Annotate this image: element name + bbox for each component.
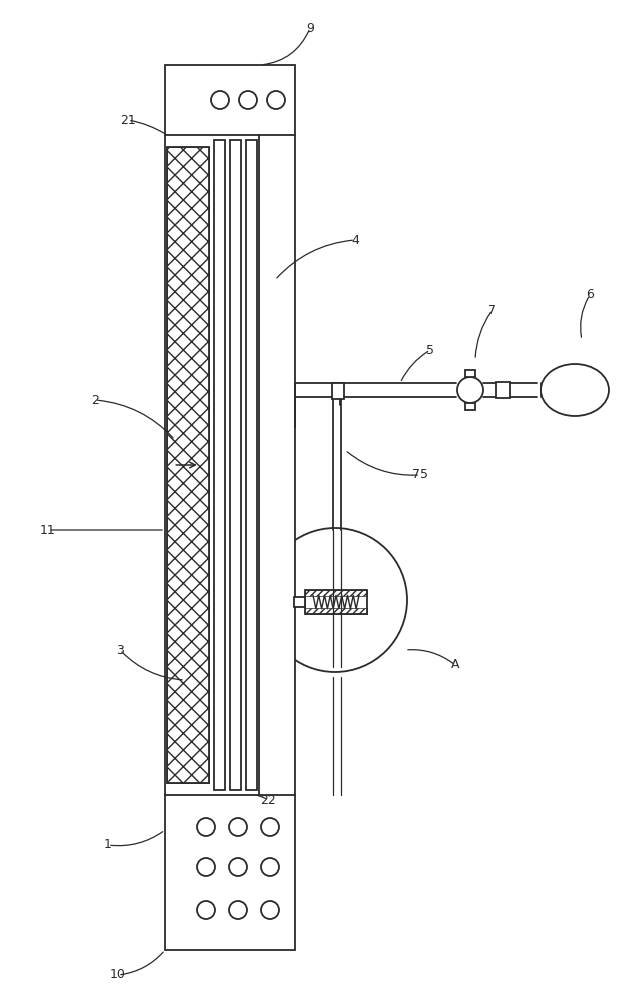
Text: A: A	[451, 658, 459, 672]
Circle shape	[261, 818, 279, 836]
Circle shape	[261, 858, 279, 876]
Bar	[332, 383, 344, 399]
Text: 3: 3	[116, 644, 124, 656]
Text: 6: 6	[586, 288, 594, 302]
Bar	[305, 608, 367, 614]
Text: 11: 11	[40, 524, 56, 536]
Circle shape	[263, 528, 407, 672]
Bar	[167, 147, 209, 783]
Bar	[165, 65, 295, 950]
Bar	[465, 403, 475, 410]
Circle shape	[211, 91, 229, 109]
Text: 5: 5	[426, 344, 434, 357]
Text: 22: 22	[260, 794, 276, 806]
Circle shape	[229, 901, 247, 919]
Bar	[465, 370, 475, 377]
Bar	[246, 140, 257, 790]
Circle shape	[197, 818, 215, 836]
Text: 21: 21	[120, 113, 136, 126]
Text: 9: 9	[306, 21, 314, 34]
Text: 2: 2	[91, 393, 99, 406]
Circle shape	[261, 901, 279, 919]
Text: 75: 75	[412, 468, 428, 482]
Text: 10: 10	[110, 968, 126, 982]
Bar	[305, 590, 367, 614]
Circle shape	[229, 818, 247, 836]
Bar	[305, 590, 367, 596]
Circle shape	[197, 858, 215, 876]
Circle shape	[267, 91, 285, 109]
Circle shape	[457, 377, 483, 403]
Ellipse shape	[541, 364, 609, 416]
Bar	[294, 597, 305, 607]
Bar	[214, 140, 225, 790]
Text: 4: 4	[351, 233, 359, 246]
Circle shape	[239, 91, 257, 109]
Text: 7: 7	[488, 304, 496, 316]
Circle shape	[229, 858, 247, 876]
Bar	[496, 382, 510, 398]
Bar	[230, 140, 241, 790]
Text: 1: 1	[104, 838, 112, 852]
Bar	[167, 147, 209, 783]
Circle shape	[197, 901, 215, 919]
